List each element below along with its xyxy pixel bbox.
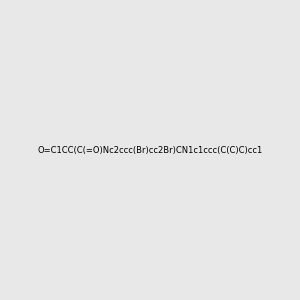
Text: O=C1CC(C(=O)Nc2ccc(Br)cc2Br)CN1c1ccc(C(C)C)cc1: O=C1CC(C(=O)Nc2ccc(Br)cc2Br)CN1c1ccc(C(C… — [38, 146, 262, 154]
